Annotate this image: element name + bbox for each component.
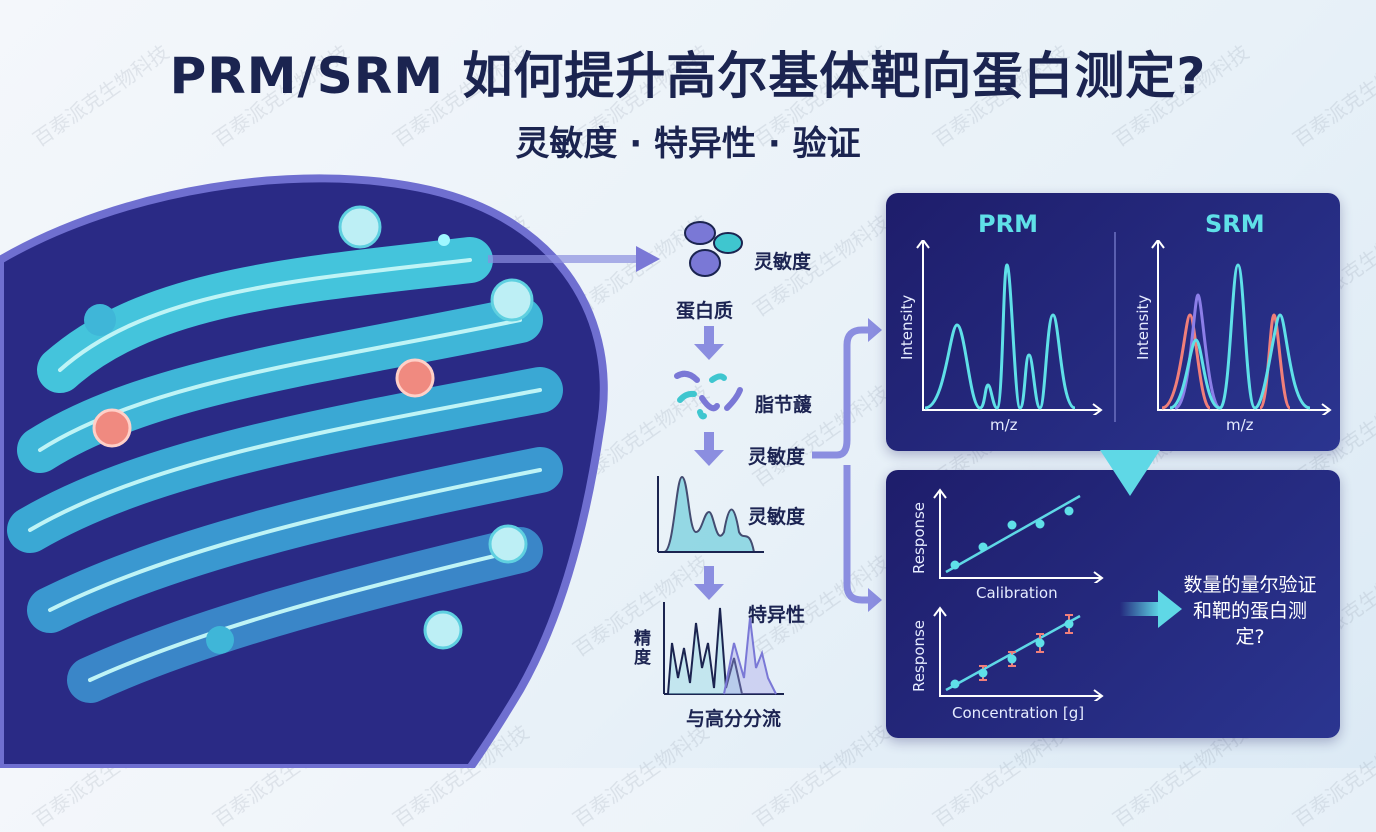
srm-chart bbox=[1151, 240, 1332, 415]
calibration-ylabel: Response bbox=[910, 501, 928, 574]
golgi-illustration bbox=[0, 174, 608, 768]
calibration-chart bbox=[933, 488, 1104, 583]
spectrum-side-label: 特异性 bbox=[748, 604, 806, 626]
panel-divider bbox=[1114, 232, 1116, 422]
protein-icon bbox=[684, 221, 743, 277]
arrow-down-icon bbox=[694, 326, 724, 360]
chromatogram-side-label: 灵敏度 bbox=[748, 506, 806, 528]
prm-ylabel: Intensity bbox=[898, 294, 916, 360]
arrow-down-icon bbox=[694, 432, 724, 466]
prm-title: PRM bbox=[978, 210, 1038, 238]
srm-title: SRM bbox=[1205, 210, 1265, 238]
spectrum-ylabel: 精度 bbox=[634, 629, 651, 668]
srm-ylabel: Intensity bbox=[1134, 294, 1152, 360]
protein-side-label: 灵敏度 bbox=[754, 251, 812, 273]
peptides-icon bbox=[674, 370, 743, 420]
chromatogram-icon bbox=[657, 475, 764, 553]
prm-chart bbox=[916, 240, 1103, 415]
page-subtitle: 灵敏度 · 特异性 · 验证 bbox=[515, 124, 861, 164]
concentration-chart bbox=[933, 606, 1104, 701]
protein-label: 蛋白质 bbox=[676, 300, 734, 322]
watermark-text: 百泰派克生物科技 bbox=[748, 720, 894, 832]
spectrum-xlabel: 与高分分流 bbox=[686, 708, 782, 730]
down-triangle-icon bbox=[1100, 450, 1160, 496]
arrow-right-icon bbox=[488, 246, 660, 272]
page-title: PRM/SRM 如何提升高尔基体靶向蛋白测定? bbox=[169, 47, 1207, 105]
calibration-xlabel: Calibration bbox=[976, 584, 1058, 602]
concentration-xlabel: Concentration [g] bbox=[952, 704, 1085, 722]
prm-xlabel: m/z bbox=[990, 416, 1018, 434]
spectrum-icon bbox=[663, 602, 784, 695]
concentration-ylabel: Response bbox=[910, 619, 928, 692]
prm-srm-panel bbox=[886, 193, 1340, 451]
bracket-connector bbox=[812, 318, 882, 612]
digest-label: 脂节蘐 bbox=[755, 394, 813, 416]
validation-panel bbox=[886, 470, 1340, 738]
arrow-down-icon bbox=[694, 566, 724, 600]
result-text: 数量的量尔验证和靶的蛋白测定? bbox=[1183, 574, 1317, 648]
digest-side-label: 灵敏度 bbox=[748, 446, 806, 468]
arrow-right-icon bbox=[1120, 590, 1182, 628]
srm-xlabel: m/z bbox=[1226, 416, 1254, 434]
